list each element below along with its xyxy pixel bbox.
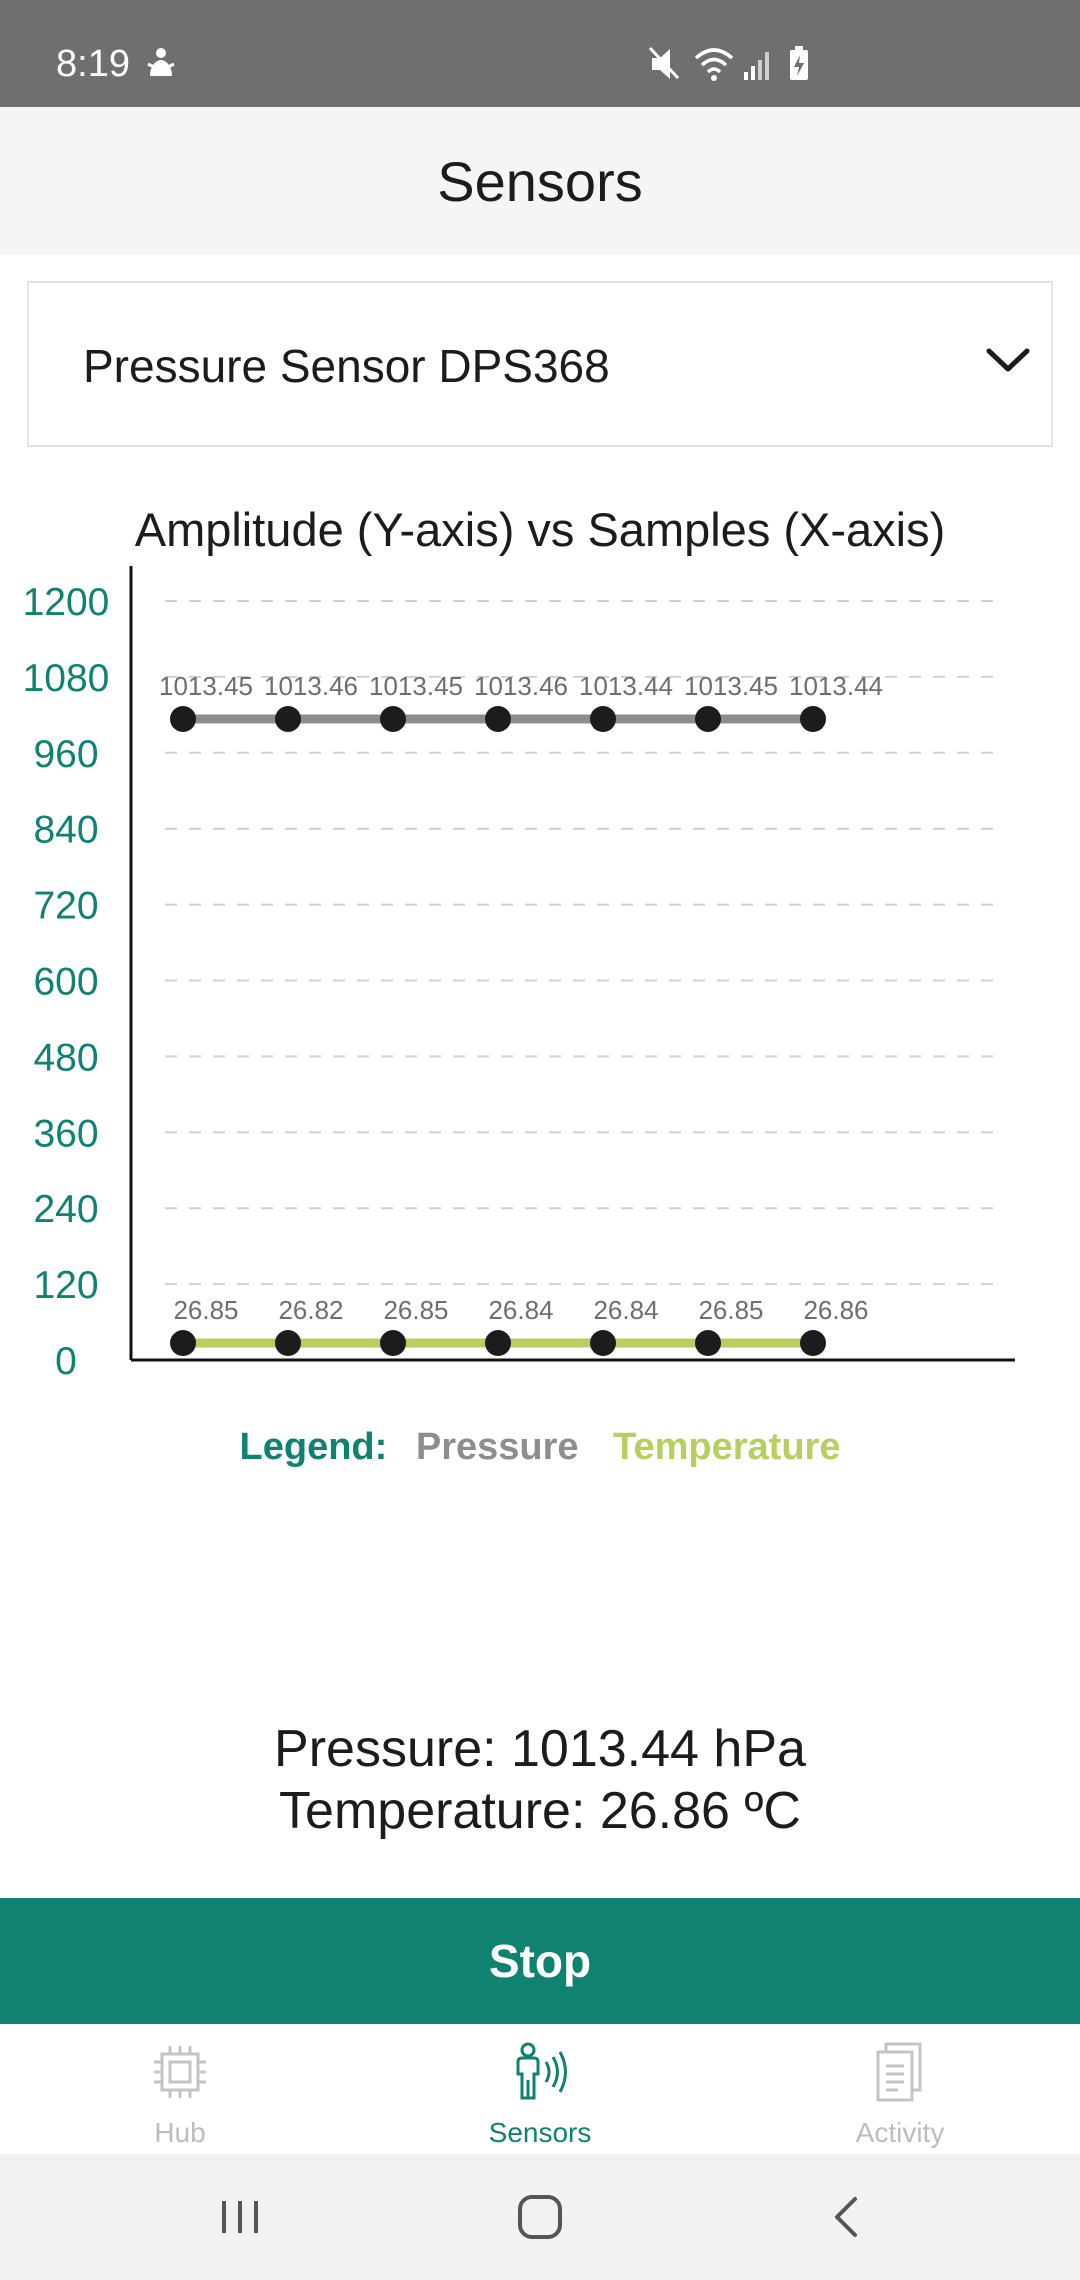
page-title: Sensors (437, 149, 643, 213)
pressure-readout: Pressure: 1013.44 hPa (274, 1720, 806, 1778)
data-label: 26.84 (593, 1295, 658, 1325)
nav-label-activity: Activity (855, 2117, 945, 2148)
system-nav-bar (0, 2154, 1080, 2280)
data-label: 1013.45 (369, 671, 463, 701)
data-label: 26.85 (698, 1295, 763, 1325)
status-bar: 8:19 (0, 0, 1080, 107)
y-tick-label: 1080 (23, 657, 110, 700)
data-label: 26.82 (278, 1295, 343, 1325)
data-label: 26.84 (488, 1295, 553, 1325)
mute-icon (648, 46, 680, 80)
data-point (590, 1330, 616, 1357)
document-icon (868, 2040, 932, 2109)
nav-label-hub: Hub (154, 2117, 206, 2148)
y-tick-label: 960 (33, 733, 98, 776)
data-label: 1013.44 (789, 671, 883, 701)
sensor-select-dropdown[interactable]: Pressure Sensor DPS368 (27, 281, 1053, 447)
line-chart: 0 120 240 360 480 600 720 840 960 1080 1200 1013.45… (23, 566, 1015, 1383)
data-point (695, 1330, 721, 1357)
data-point (380, 705, 406, 732)
data-point (485, 705, 511, 732)
home-icon[interactable] (480, 2154, 600, 2280)
sensor-readouts: Pressure: 1013.44 hPa Temperature: 26.86… (0, 1718, 1080, 1842)
recents-icon[interactable] (180, 2154, 300, 2280)
accessibility-icon (144, 46, 178, 85)
data-point (695, 705, 721, 732)
y-tick-label: 240 (33, 1188, 98, 1231)
nav-item-hub[interactable]: Hub (0, 2024, 360, 2154)
y-tick-label: 600 (33, 961, 98, 1004)
data-point (800, 1330, 826, 1357)
signal-icon (744, 52, 769, 80)
nav-item-sensors[interactable]: Sensors (360, 2024, 720, 2154)
legend-temperature: Temperature (613, 1426, 841, 1468)
bottom-nav: Hub Sensors Activity (0, 2024, 1080, 2154)
data-point (590, 705, 616, 732)
nav-label-sensors: Sensors (488, 2117, 592, 2148)
data-label: 1013.45 (159, 671, 253, 701)
chart-title: Amplitude (Y-axis) vs Samples (X-axis) (134, 503, 946, 556)
y-tick-label: 480 (33, 1036, 98, 1079)
battery-charging-icon (790, 46, 808, 80)
data-point (275, 1330, 301, 1357)
status-icons (648, 44, 818, 89)
wifi-icon (694, 48, 734, 81)
data-label: 26.85 (173, 1295, 238, 1325)
y-tick-label: 840 (33, 809, 98, 852)
data-point (170, 1330, 196, 1357)
nav-item-activity[interactable]: Activity (720, 2024, 1080, 2154)
y-tick-label: 1200 (23, 581, 110, 624)
app-header: Sensors (0, 107, 1080, 255)
data-point (800, 705, 826, 732)
data-label: 1013.44 (579, 671, 673, 701)
person-sensor-icon (508, 2040, 572, 2109)
y-tick-label: 120 (33, 1264, 98, 1307)
stop-button[interactable]: Stop (0, 1898, 1080, 2024)
data-label: 1013.45 (684, 671, 778, 701)
legend-pressure: Pressure (415, 1426, 579, 1468)
chip-icon (148, 2040, 212, 2109)
data-label: 26.85 (383, 1295, 448, 1325)
data-point (380, 1330, 406, 1357)
y-tick-label: 0 (55, 1340, 77, 1383)
y-tick-label: 360 (33, 1112, 98, 1155)
back-icon[interactable] (786, 2154, 906, 2280)
status-time: 8:19 (56, 43, 130, 85)
data-label: 1013.46 (264, 671, 358, 701)
temperature-readout: Temperature: 26.86 ºC (279, 1782, 801, 1840)
data-point (275, 705, 301, 732)
data-point (170, 705, 196, 732)
y-tick-label: 720 (33, 885, 98, 928)
data-label: 26.86 (803, 1295, 868, 1325)
chart-legend: Legend: Pressure Temperature (0, 1426, 1080, 1469)
chevron-down-icon (985, 345, 1031, 380)
legend-label: Legend: (239, 1426, 388, 1468)
sensor-select-value: Pressure Sensor DPS368 (83, 340, 610, 392)
data-label: 1013.46 (474, 671, 568, 701)
data-point (485, 1330, 511, 1357)
